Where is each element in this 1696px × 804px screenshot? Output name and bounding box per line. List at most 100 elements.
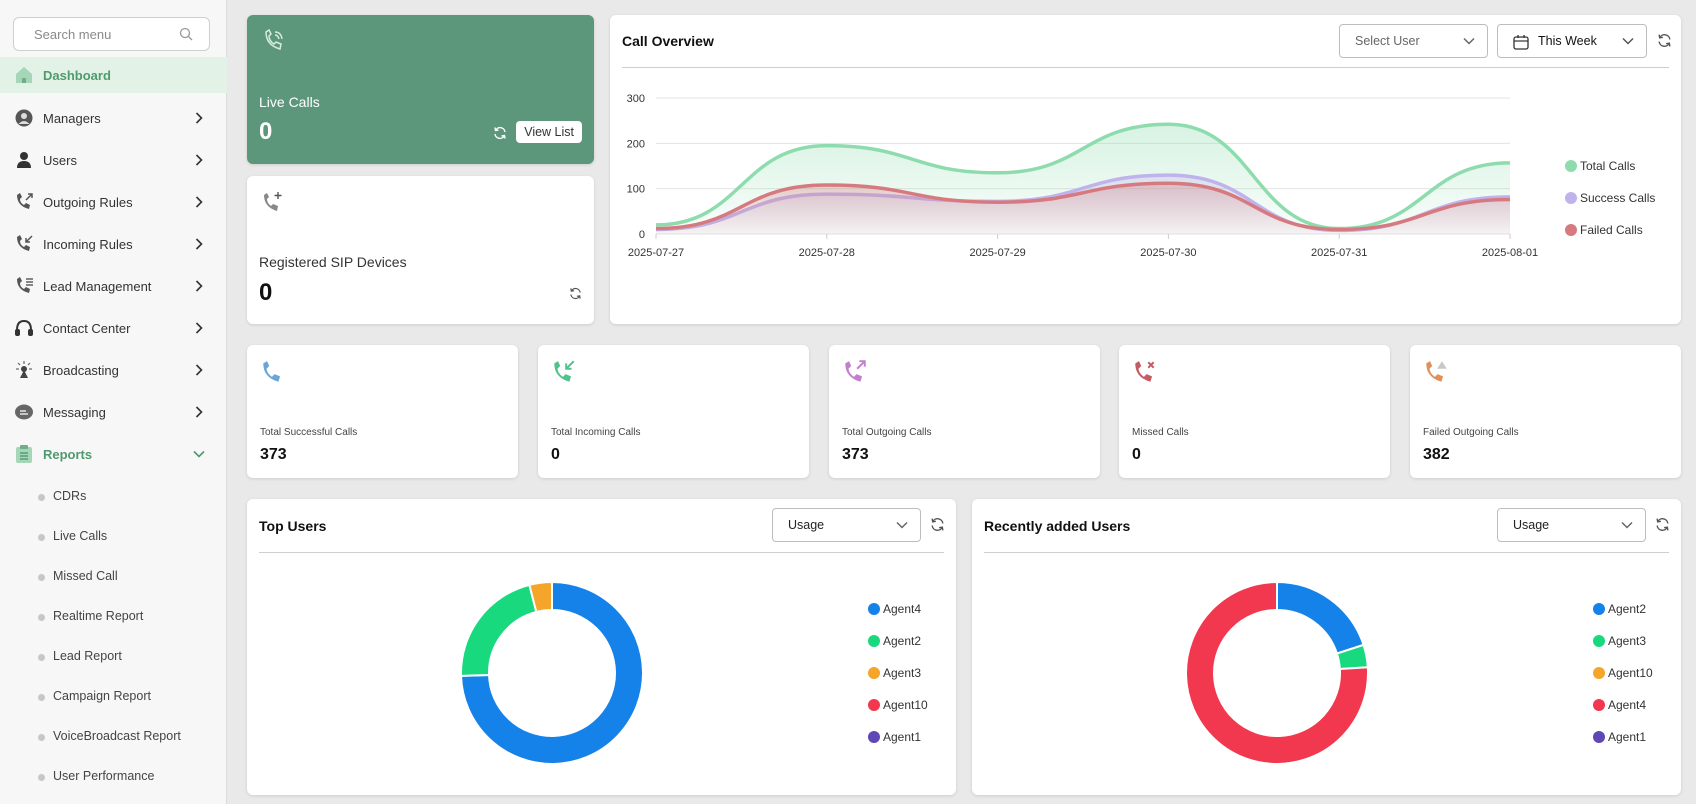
- refresh-icon[interactable]: [569, 287, 582, 300]
- refresh-icon[interactable]: [1655, 517, 1670, 532]
- top-users-usage-dropdown[interactable]: Usage: [772, 508, 921, 542]
- legend-label[interactable]: Agent10: [883, 698, 928, 712]
- refresh-icon[interactable]: [930, 517, 945, 532]
- legend-label[interactable]: Success Calls: [1580, 191, 1655, 205]
- legend-label[interactable]: Agent1: [883, 730, 921, 744]
- bullet: [38, 654, 45, 661]
- sub-item-lead-report[interactable]: Lead Report: [0, 641, 227, 671]
- refresh-icon[interactable]: [1657, 33, 1672, 48]
- bullet: [38, 574, 45, 581]
- legend-dot: [868, 667, 880, 679]
- nav-label: Managers: [43, 110, 101, 126]
- nav-contact-center[interactable]: Contact Center: [0, 310, 227, 346]
- legend-dot: [1593, 699, 1605, 711]
- nav-reports[interactable]: Reports: [0, 436, 227, 472]
- stat-value: 0: [551, 446, 560, 463]
- y-tick-label: 0: [639, 229, 645, 241]
- user-icon: [14, 150, 34, 170]
- sip-devices-card: Registered SIP Devices 0: [247, 176, 594, 324]
- slice-agent4[interactable]: [460, 580, 644, 765]
- nav-label: Users: [43, 152, 77, 168]
- legend-label[interactable]: Agent2: [1608, 602, 1646, 616]
- slice-agent3[interactable]: [528, 580, 553, 614]
- nav-users[interactable]: Users: [0, 142, 227, 178]
- sub-item-label: Live Calls: [53, 529, 108, 543]
- nav-managers[interactable]: Managers: [0, 100, 227, 136]
- y-tick-label: 200: [627, 138, 645, 150]
- sub-item-campaign-report[interactable]: Campaign Report: [0, 681, 227, 711]
- recent-users-usage-dropdown[interactable]: Usage: [1497, 508, 1646, 542]
- failed-call-icon: [1426, 361, 1447, 382]
- slice-agent4[interactable]: [1185, 580, 1369, 765]
- sub-item-label: Realtime Report: [53, 609, 144, 623]
- chevron-down-icon: [1621, 521, 1633, 529]
- legend-label[interactable]: Agent2: [883, 634, 921, 648]
- period-value: This Week: [1538, 34, 1597, 48]
- legend-label[interactable]: Agent4: [1608, 698, 1646, 712]
- nav-lead-management[interactable]: Lead Management: [0, 268, 227, 304]
- divider: [984, 552, 1669, 553]
- sub-item-voicebroadcast-report[interactable]: VoiceBroadcast Report: [0, 721, 227, 751]
- call-overview-title: Call Overview: [622, 33, 714, 49]
- legend-dot: [1593, 667, 1605, 679]
- nav-messaging[interactable]: Messaging: [0, 394, 227, 430]
- series-line-total-calls: [655, 122, 1511, 231]
- stat-card-missed-call: Missed Calls 0: [1119, 345, 1390, 478]
- nav-broadcasting[interactable]: Broadcasting: [0, 352, 227, 388]
- period-dropdown[interactable]: This Week: [1497, 24, 1647, 58]
- phone-add-icon: [264, 192, 282, 211]
- x-tick-label: 2025-08-01: [1482, 247, 1538, 259]
- sub-item-live-calls[interactable]: Live Calls: [0, 521, 227, 551]
- sub-item-label: VoiceBroadcast Report: [53, 729, 181, 743]
- bullet: [38, 614, 45, 621]
- sidebar: Search menu Dashboard Managers Users Out…: [0, 0, 227, 804]
- legend-dot: [868, 699, 880, 711]
- legend-label[interactable]: Failed Calls: [1580, 223, 1643, 237]
- legend-dot: [1565, 192, 1577, 204]
- stat-label: Total Successful Calls: [260, 427, 358, 438]
- top-users-card: Top Users Usage Agent4 Agent2 Agent3 Agent1…: [247, 499, 956, 795]
- recent-users-donut-chart: Agent2 Agent3 Agent10 Agent4 Agent1: [1185, 580, 1653, 765]
- legend-label[interactable]: Agent10: [1608, 666, 1653, 680]
- legend-label[interactable]: Agent3: [883, 666, 921, 680]
- legend-label[interactable]: Agent4: [883, 602, 921, 616]
- stat-card-failed-call: Failed Outgoing Calls 382: [1410, 345, 1681, 478]
- x-tick-label: 2025-07-31: [1311, 247, 1367, 259]
- stat-card-outgoing-call: Total Outgoing Calls 373: [829, 345, 1100, 478]
- legend-label[interactable]: Agent1: [1608, 730, 1646, 744]
- manager-icon: [14, 108, 34, 128]
- slice-agent2[interactable]: [460, 583, 538, 677]
- nav-dashboard[interactable]: Dashboard: [0, 57, 227, 93]
- stat-label: Missed Calls: [1132, 427, 1189, 438]
- legend-label[interactable]: Total Calls: [1580, 159, 1635, 173]
- sub-item-missed-call[interactable]: Missed Call: [0, 561, 227, 591]
- call-overview-card: Call Overview Select User This Week 0 100…: [610, 15, 1681, 324]
- nav-label: Outgoing Rules: [43, 194, 133, 210]
- refresh-icon[interactable]: [493, 126, 507, 140]
- stat-value: 373: [260, 446, 287, 463]
- chevron-right-icon: [195, 112, 203, 124]
- stat-value: 373: [842, 446, 869, 463]
- usage-value: Usage: [1513, 518, 1550, 532]
- sub-item-label: Lead Report: [53, 649, 122, 663]
- nav-label: Contact Center: [43, 320, 131, 336]
- sip-devices-value: 0: [259, 279, 273, 306]
- sub-item-realtime-report[interactable]: Realtime Report: [0, 601, 227, 631]
- sub-item-cdrs[interactable]: CDRs: [0, 481, 227, 511]
- nav-outgoing-rules[interactable]: Outgoing Rules: [0, 184, 227, 220]
- legend-dot: [1565, 160, 1577, 172]
- view-list-button[interactable]: View List: [516, 121, 582, 143]
- stat-value: 382: [1423, 446, 1450, 463]
- stat-label: Total Outgoing Calls: [842, 427, 932, 438]
- nav-label: Messaging: [43, 404, 106, 420]
- live-calls-card: Live Calls 0 View List: [247, 15, 594, 164]
- slice-agent2[interactable]: [1276, 580, 1365, 655]
- legend-label[interactable]: Agent3: [1608, 634, 1646, 648]
- sub-item-label: Missed Call: [53, 569, 118, 583]
- search-input[interactable]: Search menu: [13, 17, 210, 51]
- nav-incoming-rules[interactable]: Incoming Rules: [0, 226, 227, 262]
- y-tick-label: 100: [627, 184, 645, 196]
- select-user-dropdown[interactable]: Select User: [1339, 24, 1488, 58]
- phone-ringing-icon: [265, 29, 283, 50]
- sub-item-user-performance[interactable]: User Performance: [0, 761, 227, 791]
